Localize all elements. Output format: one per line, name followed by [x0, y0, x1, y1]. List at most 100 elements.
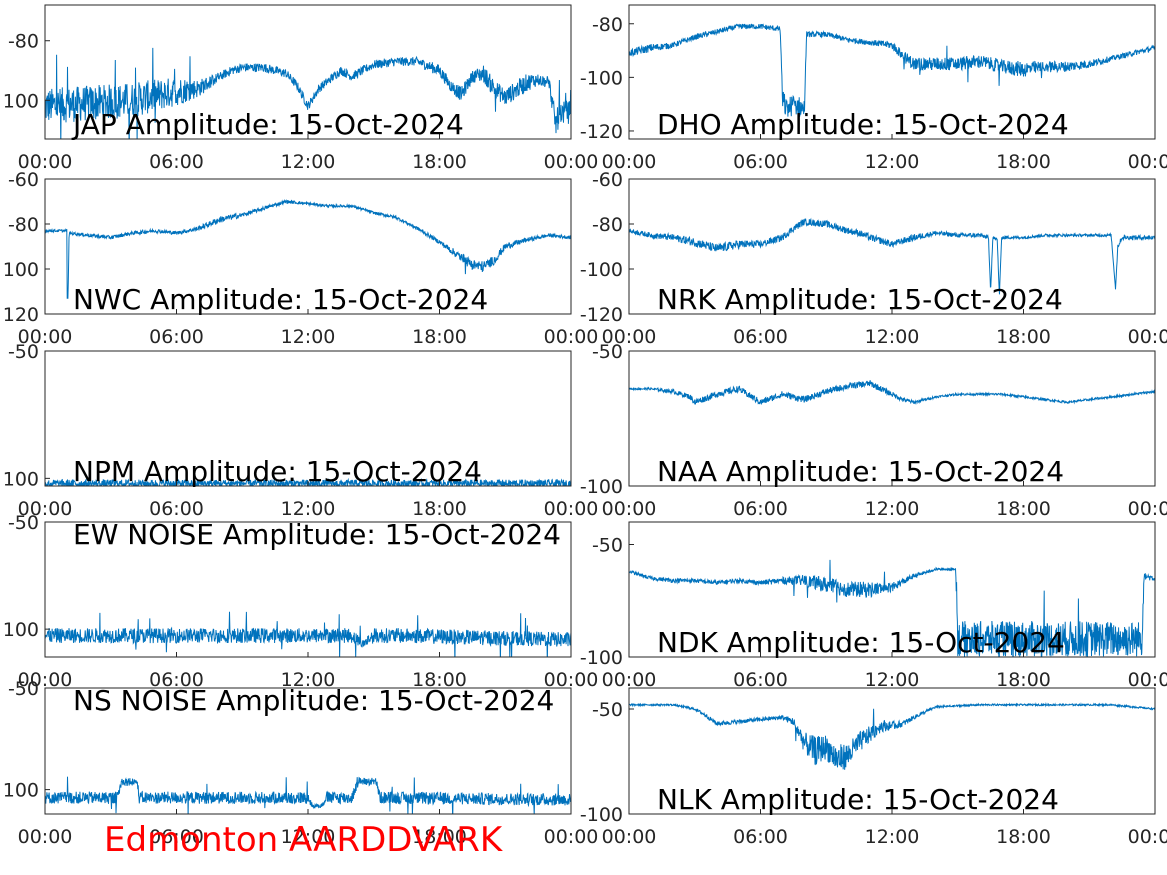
x-tick-label: 18:00: [412, 498, 467, 520]
y-tick-label: -50: [592, 341, 623, 363]
x-tick-label: 06:00: [733, 151, 788, 173]
panel-3: -60-80-100-12000:0006:0012:0018:0000:00N…: [580, 169, 1167, 348]
y-tick-label: -60: [592, 169, 623, 191]
x-tick-label: 18:00: [412, 151, 467, 173]
x-tick-label: 18:00: [996, 151, 1051, 173]
y-tick-label: -50: [8, 678, 39, 700]
y-tick-label: 100: [3, 780, 39, 802]
panel-title: NDK Amplitude: 15-Oct-2024: [657, 626, 1065, 659]
x-tick-label: 06:00: [733, 326, 788, 348]
x-tick-label: 12:00: [281, 326, 336, 348]
x-tick-label: 18:00: [996, 669, 1051, 691]
station-label: Edmonton AARDDVARK: [104, 820, 503, 860]
panel-title: JAP Amplitude: 15-Oct-2024: [71, 108, 464, 141]
panel-title: NPM Amplitude: 15-Oct-2024: [73, 455, 482, 488]
y-tick-label: -80: [592, 214, 623, 236]
y-tick-label: -100: [580, 67, 623, 89]
x-tick-label: 06:00: [149, 326, 204, 348]
x-tick-label: 00:00: [544, 669, 599, 691]
panel-title: NWC Amplitude: 15-Oct-2024: [73, 283, 488, 316]
x-tick-label: 00:00: [18, 498, 73, 520]
y-tick-label: -120: [580, 304, 623, 326]
x-tick-label: 00:00: [544, 498, 599, 520]
panel-0: -80 100 00:00 06:00 12:00 18:00 00:00 JAP Ampli…: [3, 4, 599, 173]
x-tick-label: 06:00: [149, 151, 204, 173]
x-tick-label: 00:00: [602, 669, 657, 691]
y-tick-label: -100: [580, 476, 623, 498]
x-tick-label: 18:00: [996, 826, 1051, 848]
x-tick-label: 00:00: [602, 326, 657, 348]
panel-8: -50 100 00:00 06:00 12:00 18:00 00:00 NS NOISE …: [3, 678, 599, 848]
y-tick-label: -50: [8, 341, 39, 363]
y-tick-label: 100: [3, 259, 39, 281]
x-tick-label: 00:00: [1128, 826, 1167, 848]
x-tick-label: 06:00: [149, 826, 204, 848]
x-tick-label: 00:00: [1128, 326, 1167, 348]
x-tick-label: 12:00: [281, 498, 336, 520]
x-tick-label: 12:00: [865, 498, 920, 520]
x-tick-label: 12:00: [865, 826, 920, 848]
x-tick-label: 12:00: [865, 151, 920, 173]
y-tick-label: 120: [3, 304, 39, 326]
x-tick-label: 18:00: [412, 326, 467, 348]
y-tick-label: -80: [592, 14, 623, 36]
y-tick-label: 100: [3, 90, 39, 112]
y-tick-label: -50: [592, 535, 623, 557]
series-line-0: [45, 47, 571, 139]
series-line-0: [629, 217, 1155, 295]
x-tick-label: 00:00: [602, 151, 657, 173]
panel-title: NLK Amplitude: 15-Oct-2024: [657, 783, 1059, 816]
panel-title: NAA Amplitude: 15-Oct-2024: [657, 455, 1064, 488]
x-tick-label: 06:00: [733, 669, 788, 691]
series-line-0: [45, 199, 571, 299]
series-line-0: [629, 559, 1155, 657]
panel-1: -80-100-12000:0006:0012:0018:0000:00DHO …: [580, 4, 1167, 173]
series-line-0: [45, 776, 571, 814]
x-tick-label: 00:00: [1128, 669, 1167, 691]
x-tick-label: 18:00: [996, 326, 1051, 348]
y-tick-label: -50: [8, 512, 39, 534]
x-tick-label: 00:00: [1128, 151, 1167, 173]
y-tick-label: 100: [3, 468, 39, 490]
x-tick-label: 12:00: [865, 669, 920, 691]
y-tick-label: -80: [8, 31, 39, 53]
y-tick-label: -80: [8, 214, 39, 236]
x-tick-label: 00:00: [602, 826, 657, 848]
x-tick-label: 00:00: [18, 326, 73, 348]
x-tick-label: 06:00: [149, 669, 204, 691]
x-tick-label: 12:00: [281, 669, 336, 691]
x-tick-label: 18:00: [996, 498, 1051, 520]
panel-title: NRK Amplitude: 15-Oct-2024: [657, 283, 1063, 316]
panel-title: EW NOISE Amplitude: 15-Oct-2024: [73, 518, 561, 551]
x-tick-label: 00:00: [544, 151, 599, 173]
series-line-0: [629, 23, 1155, 117]
y-tick-label: -50: [592, 699, 623, 721]
x-tick-label: 00:00: [544, 826, 599, 848]
y-tick-label: -100: [580, 647, 623, 669]
panel-6: -50 100 00:00 06:00 12:00 18:00 00:00 EW NOISE …: [3, 512, 599, 691]
x-tick-label: 18:00: [412, 669, 467, 691]
x-tick-label: 06:00: [149, 498, 204, 520]
series-line-0: [629, 380, 1155, 406]
x-tick-label: 12:00: [865, 326, 920, 348]
x-tick-label: 00:00: [18, 669, 73, 691]
y-tick-label: 100: [3, 619, 39, 641]
x-tick-label: 06:00: [733, 826, 788, 848]
series-line-0: [629, 702, 1155, 770]
x-tick-label: 00:00: [544, 326, 599, 348]
x-tick-label: 12:00: [281, 151, 336, 173]
y-tick-label: -100: [580, 804, 623, 826]
x-tick-label: 00:00: [602, 498, 657, 520]
y-tick-label: -120: [580, 121, 623, 143]
x-tick-label: 06:00: [733, 498, 788, 520]
x-tick-label: 00:00: [18, 151, 73, 173]
series-line-0: [45, 611, 571, 657]
x-tick-label: 00:00: [1128, 498, 1167, 520]
x-tick-label: 00:00: [18, 826, 73, 848]
